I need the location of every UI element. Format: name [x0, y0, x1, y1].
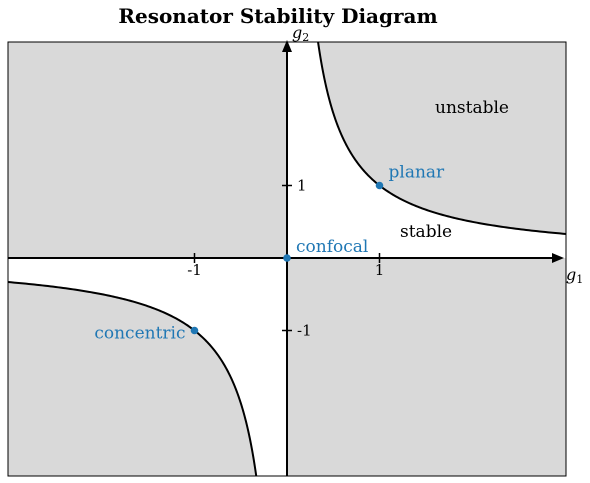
y-tick-label: 1: [297, 177, 307, 195]
stable-label: stable: [400, 222, 452, 242]
x-tick-label: 1: [375, 261, 385, 279]
x-tick-label: -1: [187, 261, 202, 279]
point-label-planar: planar: [389, 163, 446, 183]
unstable-label: unstable: [435, 98, 509, 118]
point-label-confocal: confocal: [296, 237, 368, 257]
point-confocal: [283, 254, 291, 262]
point-planar: [376, 182, 384, 190]
point-concentric: [191, 327, 199, 335]
x-axis-label: g1: [566, 265, 583, 286]
y-tick-label: -1: [297, 322, 312, 340]
point-label-concentric: concentric: [94, 324, 185, 344]
y-axis-label: g2: [292, 23, 309, 44]
